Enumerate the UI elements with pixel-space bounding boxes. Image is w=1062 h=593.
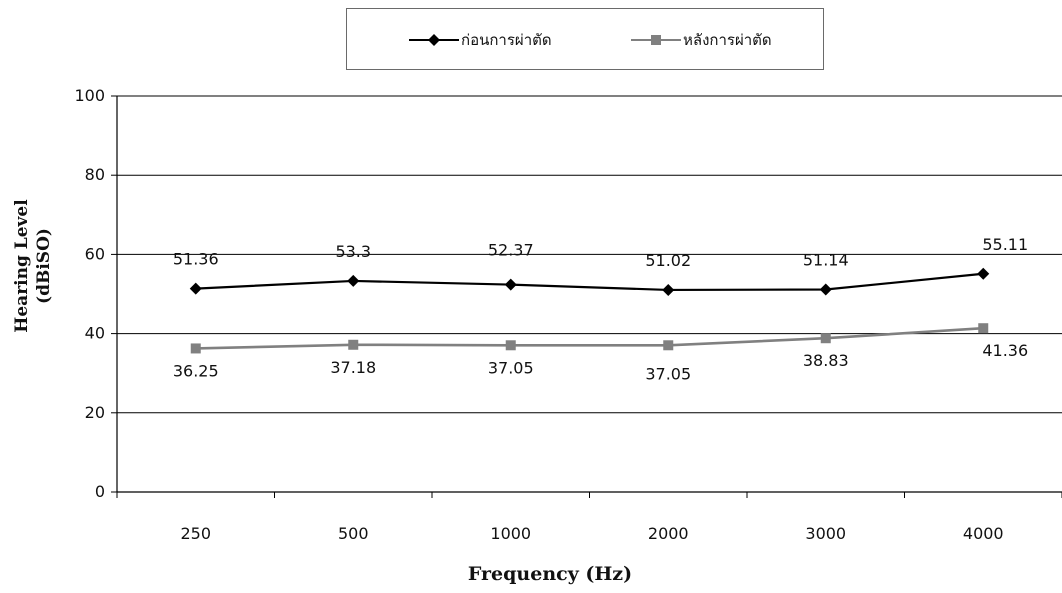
- y-tick-label: 100: [74, 86, 105, 105]
- data-labels: 51.36 53.3 52.37 51.02 51.14 55.11 36.25 37.18 3…: [173, 235, 1028, 384]
- data-label-after: 37.18: [330, 358, 376, 377]
- y-tick-label: 40: [85, 324, 105, 343]
- data-label-before: 51.14: [803, 250, 849, 269]
- legend-label-after: หลังการผ่าตัด: [683, 31, 772, 49]
- series-lines: [195, 272, 984, 350]
- marker-diamond: [189, 282, 202, 295]
- data-label-after: 37.05: [488, 358, 534, 377]
- marker-diamond: [662, 283, 675, 296]
- y-axis-title: Hearing Level (dBiSO): [12, 199, 54, 333]
- marker-diamond: [347, 274, 360, 287]
- marker-diamond: [819, 283, 832, 296]
- data-label-before: 53.3: [335, 242, 371, 261]
- y-tick-label: 60: [85, 244, 105, 263]
- x-tick-label: 3000: [805, 524, 846, 543]
- x-tick-label: 2000: [648, 524, 689, 543]
- marker-diamond: [504, 278, 517, 291]
- data-label-after: 41.36: [982, 341, 1028, 360]
- marker-square: [505, 340, 516, 351]
- series-line-after: [195, 326, 984, 350]
- marker-square: [190, 343, 201, 354]
- axes: [111, 95, 1062, 498]
- x-tick-label: 1000: [490, 524, 531, 543]
- series-markers: [189, 267, 990, 354]
- x-tick-labels: 250 500 1000 2000 3000 4000: [180, 524, 1003, 543]
- grid-lines: [117, 95, 1062, 414]
- legend: ก่อนการผ่าตัด หลังการผ่าตัด: [346, 8, 824, 70]
- data-label-before: 51.02: [645, 251, 691, 270]
- marker-square: [663, 340, 674, 351]
- x-tick-label: 250: [180, 524, 211, 543]
- data-label-before: 52.37: [488, 241, 534, 260]
- data-label-after: 36.25: [173, 361, 219, 380]
- diamond-line-icon: [409, 34, 459, 46]
- marker-diamond: [977, 267, 990, 280]
- x-tick-label: 4000: [963, 524, 1004, 543]
- y-tick-label: 20: [85, 403, 105, 422]
- data-label-after: 37.05: [645, 364, 691, 383]
- legend-item-after: หลังการผ่าตัด: [631, 29, 772, 51]
- square-line-icon: [631, 35, 681, 45]
- marker-square: [978, 323, 989, 334]
- data-label-before: 51.36: [173, 250, 219, 269]
- marker-square: [820, 333, 831, 344]
- y-tick-label: 0: [95, 482, 105, 501]
- data-label-before: 55.11: [982, 235, 1028, 254]
- marker-square: [348, 339, 359, 350]
- x-axis-title: Frequency (Hz): [467, 563, 633, 585]
- series-line-before: [195, 272, 984, 292]
- y-tick-label: 80: [85, 165, 105, 184]
- y-tick-labels: 0 20 40 60 80 100: [74, 86, 105, 501]
- x-tick-label: 500: [338, 524, 369, 543]
- data-label-after: 38.83: [803, 351, 849, 370]
- legend-item-before: ก่อนการผ่าตัด: [409, 29, 552, 51]
- legend-label-before: ก่อนการผ่าตัด: [461, 31, 552, 49]
